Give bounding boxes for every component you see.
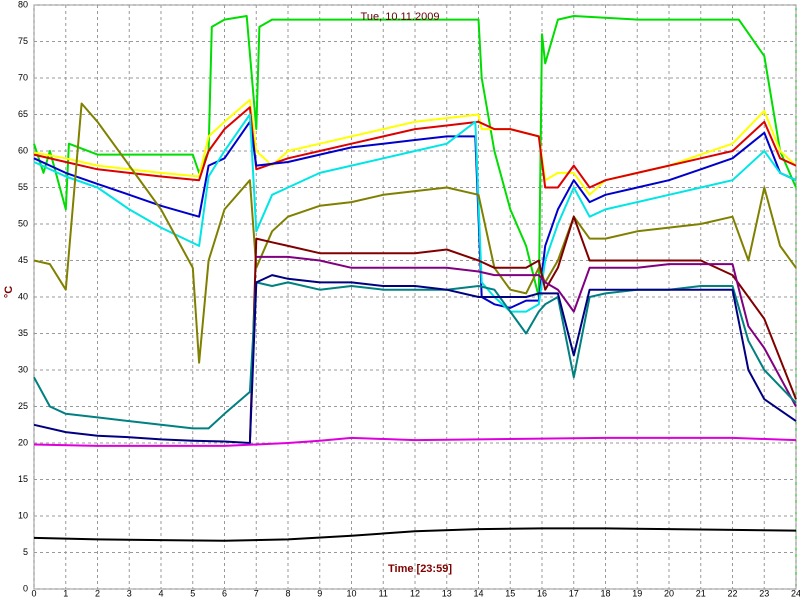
x-tick-label: 16	[537, 588, 547, 598]
y-tick-label: 55	[18, 182, 28, 192]
y-tick-label: 45	[18, 255, 28, 265]
x-tick-label: 18	[600, 588, 610, 598]
series-line	[33, 102, 797, 364]
series-line	[33, 106, 797, 189]
x-tick-label: 0	[31, 588, 36, 598]
series-line	[33, 113, 797, 313]
x-axis-label: Time [23:59]	[388, 563, 452, 575]
series-line	[33, 274, 797, 444]
x-tick-label: 15	[505, 588, 515, 598]
x-tick-label: 22	[727, 588, 737, 598]
x-tick-label: 2	[95, 588, 100, 598]
x-tick-label: 19	[632, 588, 642, 598]
x-tick-label: 14	[473, 588, 483, 598]
x-tick-label: 17	[569, 588, 579, 598]
y-tick-label: 15	[18, 474, 28, 484]
y-tick-label: 50	[18, 218, 28, 228]
series-line	[33, 15, 797, 298]
series-line	[256, 255, 797, 407]
y-tick-label: 60	[18, 145, 28, 155]
x-tick-label: 7	[254, 588, 259, 598]
y-tick-label: 65	[18, 109, 28, 119]
y-tick-label: 70	[18, 72, 28, 82]
y-tick-label: 30	[18, 364, 28, 374]
y-tick-label: 0	[23, 583, 28, 593]
y-tick-label: 75	[18, 36, 28, 46]
x-tick-label: 11	[379, 588, 388, 598]
x-tick-label: 20	[664, 588, 674, 598]
y-tick-label: 35	[18, 328, 28, 338]
x-tick-label: 23	[759, 588, 769, 598]
x-tick-label: 24	[791, 588, 800, 598]
y-tick-label: 40	[18, 291, 28, 301]
series-line	[33, 436, 797, 447]
x-tick-label: 5	[190, 588, 195, 598]
y-tick-label: 5	[23, 547, 28, 557]
plot-area	[33, 4, 797, 590]
x-tick-label: 12	[410, 588, 420, 598]
x-tick-label: 1	[63, 588, 68, 598]
x-tick-label: 4	[158, 588, 163, 598]
y-tick-label: 10	[18, 510, 28, 520]
y-tick-label: 80	[18, 0, 28, 9]
y-tick-label: 25	[18, 401, 28, 411]
x-tick-label: 13	[442, 588, 452, 598]
chart-title: Tue, 10.11.2009	[361, 11, 440, 23]
x-tick-label: 9	[317, 588, 322, 598]
x-tick-label: 10	[346, 588, 356, 598]
x-tick-label: 6	[222, 588, 227, 598]
y-tick-label: 20	[18, 437, 28, 447]
y-axis-label: °C	[3, 286, 15, 298]
series-line	[33, 527, 797, 542]
x-tick-label: 21	[696, 588, 706, 598]
x-tick-label: 3	[127, 588, 132, 598]
x-tick-label: 8	[285, 588, 290, 598]
series-line	[248, 215, 797, 444]
